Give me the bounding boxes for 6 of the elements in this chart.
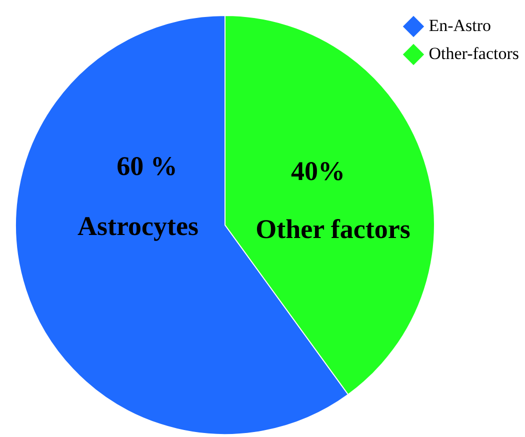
legend-label: En-Astro xyxy=(428,16,492,36)
text: Other factors xyxy=(256,214,410,244)
text: Astrocytes xyxy=(78,210,198,241)
data-label: 60 % xyxy=(116,150,178,181)
legend-label: Other-factors xyxy=(428,44,519,64)
data-label: 40% xyxy=(291,156,345,186)
